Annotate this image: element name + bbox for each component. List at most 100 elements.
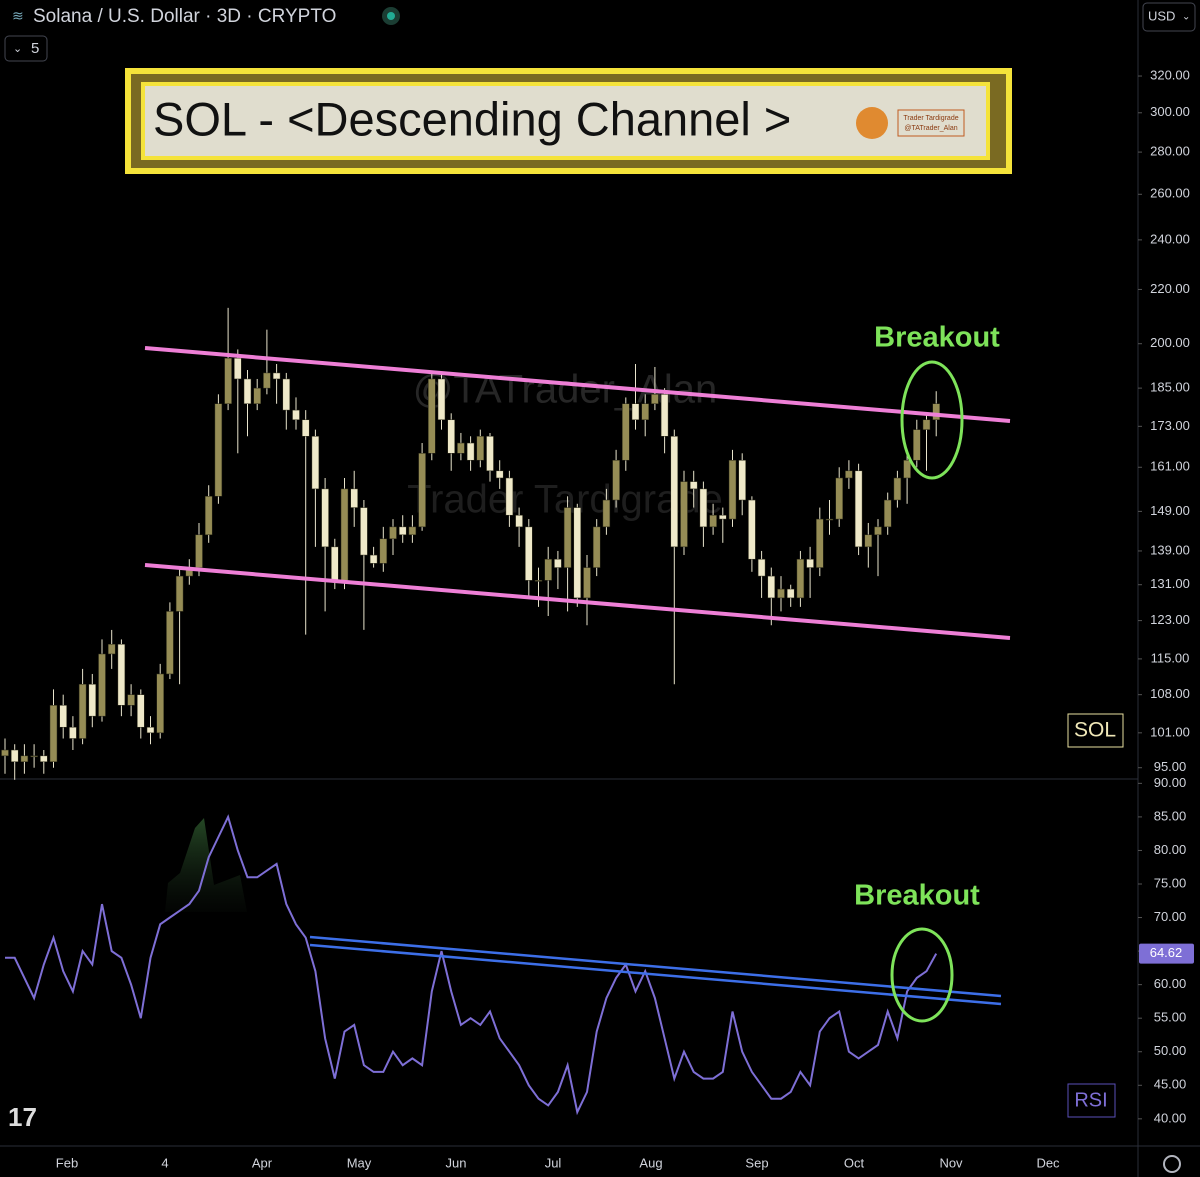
candle-body xyxy=(156,673,164,734)
rsi-trend-lower xyxy=(309,943,1002,1006)
candle-body xyxy=(360,507,368,556)
candle-body xyxy=(486,436,494,472)
y-tick-label: 108.00 xyxy=(1150,686,1190,701)
candle-body xyxy=(447,419,455,454)
y-tick-label: 85.00 xyxy=(1154,808,1187,823)
candle-body xyxy=(457,442,465,454)
candle-body xyxy=(631,403,640,421)
indicator-chevron: ⌄ xyxy=(13,43,22,55)
banner-title: SOL - <Descending Channel > xyxy=(153,92,791,145)
header: ≋ Solana / U.S. Dollar · 3D · CRYPTO ⌄ 5… xyxy=(4,2,1196,62)
candle-body xyxy=(78,683,87,739)
candle-body xyxy=(117,643,126,706)
candle-body xyxy=(389,526,397,540)
y-tick-label: 220.00 xyxy=(1150,281,1190,296)
candle-body xyxy=(622,403,630,461)
y-tick-label: 280.00 xyxy=(1150,144,1190,159)
candle-body xyxy=(146,726,155,734)
indicator-toggle[interactable] xyxy=(4,35,48,62)
currency-button[interactable] xyxy=(1142,2,1196,32)
status-dot xyxy=(387,12,395,20)
breakout-label: Breakout xyxy=(874,322,1000,354)
y-tick-label: 185.00 xyxy=(1150,380,1190,395)
candle-body xyxy=(699,488,708,528)
candle-body xyxy=(786,588,795,599)
candle-body xyxy=(922,419,931,430)
banner: SOL - <Descending Channel > Trader Tardi… xyxy=(125,68,1012,174)
y-tick-label: 320.00 xyxy=(1150,67,1190,82)
channel-upper xyxy=(144,346,1011,423)
candle-body xyxy=(854,470,863,548)
candle-body xyxy=(864,534,873,548)
rsi-label: RSI xyxy=(1074,1089,1107,1111)
channel: Breakout SOL xyxy=(144,322,1124,748)
x-tick-label: May xyxy=(347,1155,372,1170)
candle-body xyxy=(515,514,523,528)
breakout-circle xyxy=(900,360,964,480)
candle-body xyxy=(175,575,184,612)
candle-body xyxy=(127,694,135,706)
rsi-tag xyxy=(1067,1083,1116,1118)
x-tick-label: Oct xyxy=(844,1155,865,1170)
candle-body xyxy=(350,488,358,508)
currency-chevron: ⌄ xyxy=(1182,12,1190,23)
y-tick-label: 173.00 xyxy=(1150,418,1190,433)
candle-body xyxy=(689,481,698,490)
candle-body xyxy=(602,499,611,528)
x-tick-label: Jun xyxy=(446,1155,467,1170)
candle-body xyxy=(292,409,300,421)
candle-body xyxy=(428,378,436,454)
candle-body xyxy=(796,558,805,599)
series-label: SOL xyxy=(1074,719,1116,742)
rsi-breakout-label: Breakout xyxy=(854,880,980,912)
y-tick-label: 55.00 xyxy=(1154,1010,1187,1025)
candle-body xyxy=(98,653,106,717)
last-value-tag xyxy=(1139,943,1194,964)
candle-body xyxy=(437,378,446,421)
currency: USD xyxy=(1148,8,1175,23)
candle-body xyxy=(806,558,814,568)
rsi-annotations: Breakout RSI 17 xyxy=(8,880,1116,1132)
candle-body xyxy=(660,394,669,437)
candle-body xyxy=(592,526,601,568)
candle-body xyxy=(1,749,9,757)
x-tick-label: Aug xyxy=(639,1155,662,1170)
x-tick-label: 4 xyxy=(161,1155,168,1170)
x-tick-label: Jul xyxy=(545,1155,562,1170)
candle-body xyxy=(932,403,940,421)
candle-body xyxy=(398,526,407,536)
rsi-trend-upper xyxy=(309,935,1002,998)
tv-logo: 17 xyxy=(8,1102,37,1132)
y-tick-label: 200.00 xyxy=(1150,335,1190,350)
y-tick-label: 90.00 xyxy=(1154,775,1187,790)
candle-body xyxy=(903,459,911,479)
settings xyxy=(1163,1155,1181,1173)
candle-body xyxy=(767,575,776,599)
x-tick-label: Apr xyxy=(252,1155,273,1170)
candle-body xyxy=(59,705,67,728)
candle-body xyxy=(641,403,649,421)
candle-body xyxy=(476,436,485,461)
x-tick-label: Nov xyxy=(939,1155,963,1170)
candle-body xyxy=(20,755,29,763)
y-tick-label: 40.00 xyxy=(1154,1110,1187,1125)
candle-body xyxy=(10,749,19,763)
candle-body xyxy=(282,378,291,411)
candle-body xyxy=(544,558,552,581)
settings-button[interactable] xyxy=(1163,1155,1181,1173)
candle-body xyxy=(195,534,203,568)
brand-handle: @TATrader_Alan xyxy=(904,125,957,132)
candle-body xyxy=(418,453,426,528)
candle-body xyxy=(563,507,572,568)
candle-body xyxy=(301,419,310,437)
candle-body xyxy=(214,403,223,497)
candle-body xyxy=(893,477,902,501)
candle-body xyxy=(30,755,38,758)
candle-body xyxy=(495,470,504,479)
y-tick-label: 139.00 xyxy=(1150,542,1190,557)
series-tag xyxy=(1067,713,1124,748)
candle-body xyxy=(583,567,591,599)
symbol-icon: ≋ xyxy=(12,8,24,24)
